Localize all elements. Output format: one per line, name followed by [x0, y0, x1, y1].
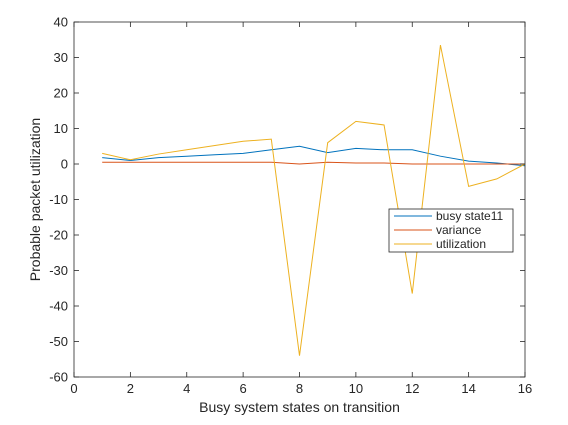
x-tick-label: 0	[70, 381, 77, 396]
legend-label-1: busy state11	[436, 209, 503, 223]
y-tick-label: -40	[49, 299, 68, 314]
series-line-2	[102, 161, 525, 165]
x-tick-label: 4	[183, 381, 190, 396]
x-axis-label: Busy system states on transition	[199, 399, 400, 415]
x-tick-label: 6	[240, 381, 247, 396]
series-line-3	[102, 44, 526, 356]
x-tick-label: 8	[296, 381, 303, 396]
y-tick-label: -60	[49, 370, 68, 385]
x-tick-label: 10	[349, 381, 363, 396]
x-tick-label: 16	[518, 381, 532, 396]
y-tick-label: -50	[49, 334, 68, 349]
y-axis-label: Probable packet utilization	[27, 118, 43, 281]
y-tick-label: 10	[54, 121, 68, 136]
x-tick-label: 14	[461, 381, 475, 396]
y-tick-label: 20	[54, 86, 68, 101]
series-layer	[102, 44, 526, 356]
y-tick-label: -30	[49, 263, 68, 278]
x-tick-label: 12	[405, 381, 419, 396]
y-tick-label: -10	[49, 192, 68, 207]
tick-layer: 0 2 4 6 8 10 12 14 16 -60 -50 -40 -30 -20 -10 0 10 20 30 40	[49, 15, 532, 397]
y-tick-label: 0	[61, 157, 68, 172]
x-tick-label: 2	[127, 381, 134, 396]
plot-background	[74, 22, 525, 377]
y-tick-label: 30	[54, 50, 68, 65]
y-tick-label: -20	[49, 228, 68, 243]
legend-label-2: variance	[436, 223, 482, 237]
y-tick-label: 40	[54, 15, 68, 30]
series-line-1	[102, 145, 526, 167]
legend-label-3: utilization	[436, 237, 486, 251]
